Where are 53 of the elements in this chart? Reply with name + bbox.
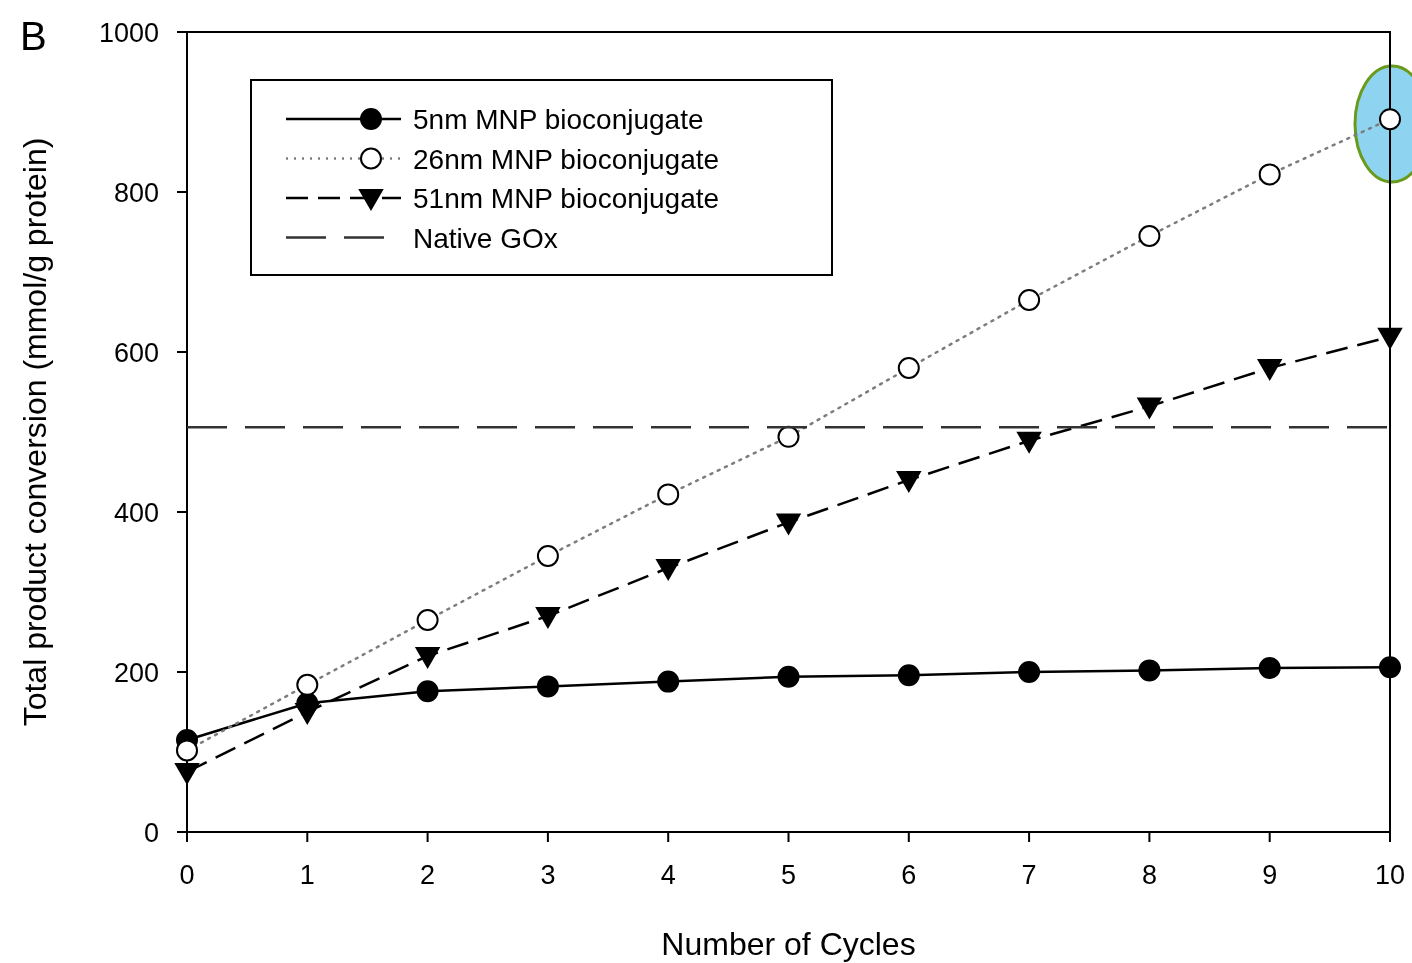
- x-tick-label: 9: [1262, 860, 1278, 890]
- point: [416, 609, 439, 631]
- point: [415, 647, 440, 668]
- text: B: [20, 14, 47, 58]
- point: [1379, 656, 1401, 679]
- point: [1018, 661, 1041, 683]
- legend-label: 26nm MNP bioconjugate: [413, 143, 720, 175]
- point: [897, 357, 920, 379]
- point: [536, 545, 559, 567]
- point: [1258, 657, 1281, 679]
- y-tick-label: 0: [143, 818, 159, 848]
- point: [295, 703, 320, 724]
- point: [1137, 397, 1162, 419]
- x-axis-title: Number of Cycles: [661, 926, 916, 962]
- point: [1379, 108, 1401, 131]
- point: [657, 670, 680, 693]
- point: [1378, 327, 1402, 349]
- point: [1018, 289, 1041, 311]
- x-tick-label: 6: [901, 860, 917, 890]
- x-tick-label: 10: [1374, 860, 1406, 890]
- x-tick-label: 2: [420, 860, 436, 890]
- legend-label: 51nm MNP bioconjugate: [413, 183, 720, 214]
- y-tick-label: 400: [113, 498, 159, 528]
- x-tick-label: 4: [660, 860, 676, 890]
- point: [175, 763, 199, 784]
- x-tick-label: 0: [179, 860, 195, 890]
- y-tick-label: 800: [113, 178, 159, 208]
- point: [777, 665, 800, 688]
- point: [416, 680, 439, 703]
- point: [1257, 359, 1282, 380]
- point: [657, 483, 680, 506]
- y-tick-label: 600: [113, 338, 159, 368]
- point: [535, 607, 560, 628]
- point: [656, 559, 681, 580]
- y-tick-label: 200: [113, 658, 159, 688]
- point: [176, 739, 198, 762]
- point: [1138, 659, 1161, 682]
- x-tick-label: 8: [1141, 860, 1157, 890]
- x-tick-label: 3: [540, 860, 556, 890]
- point: [897, 664, 920, 687]
- y-axis-title: Total product conversion (mmol/g protein): [17, 137, 53, 727]
- point: [1017, 431, 1042, 453]
- y-tick-label: 1000: [98, 18, 159, 48]
- point: [776, 513, 801, 535]
- legend-label: Native GOx: [413, 222, 558, 254]
- point: [896, 471, 921, 492]
- legend-label: 5nm MNP bioconjugate: [413, 104, 704, 135]
- point: [1138, 225, 1161, 247]
- x-tick-label: 7: [1021, 860, 1037, 890]
- point: [536, 675, 559, 698]
- x-tick-label: 5: [780, 860, 797, 890]
- x-tick-label: 1: [299, 860, 315, 890]
- point: [1258, 163, 1281, 186]
